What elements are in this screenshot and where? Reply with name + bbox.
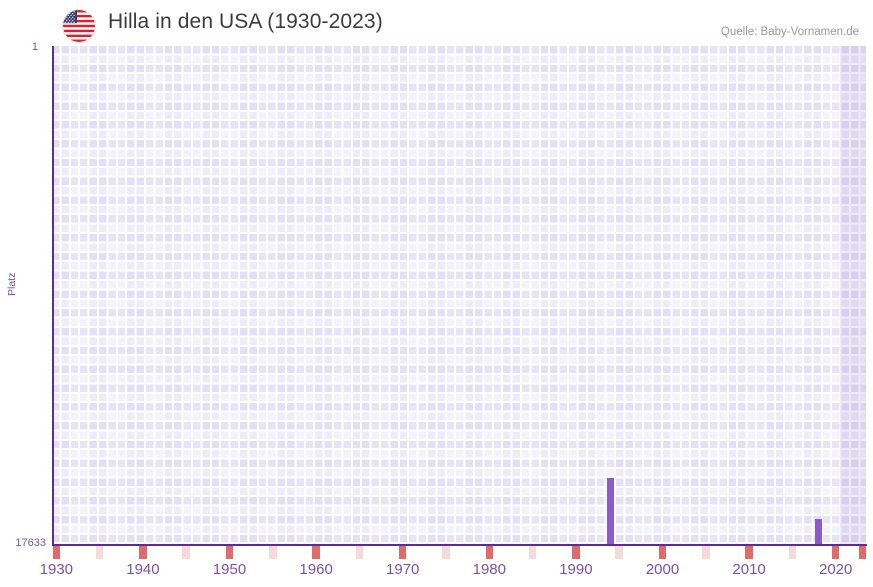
x-axis-label-1940: 1940: [126, 561, 160, 578]
plot-area: [52, 46, 866, 544]
y-axis-line: [52, 46, 54, 545]
x-tick-mark-1930: [52, 546, 61, 559]
x-axis-label-1990: 1990: [559, 561, 593, 578]
page-title: Hilla in den USA (1930-2023): [108, 10, 383, 33]
x-axis-label-2010: 2010: [732, 561, 766, 578]
x-tick-mark-1980: [485, 546, 494, 559]
x-axis-label-1970: 1970: [386, 561, 420, 578]
x-tick-mark-2010: [745, 546, 753, 559]
x-tick-mark-1985: [528, 546, 537, 559]
x-tick-mark-1940: [139, 546, 147, 559]
y-axis-bottom-tick-label: 17633: [15, 537, 46, 549]
source-label: Quelle: Baby-Vornamen.de: [720, 26, 859, 38]
x-axis-label-1930: 1930: [39, 561, 74, 578]
x-tick-mark-1935: [95, 546, 104, 559]
x-tick-mark-1975: [442, 546, 450, 559]
x-axis-line: [52, 544, 867, 546]
x-tick-mark-1990: [572, 546, 580, 559]
x-tick-mark-1965: [355, 546, 364, 559]
x-tick-mark-end: [858, 546, 866, 559]
x-axis-label-2020: 2020: [819, 561, 853, 578]
x-tick-mark-1995: [615, 546, 623, 559]
x-tick-mark-2015: [788, 546, 797, 559]
chart-header: Hilla in den USA (1930-2023) Quelle: Bab…: [0, 0, 873, 46]
shaded-forecast-region: [840, 46, 866, 544]
x-axis-label-2000: 2000: [645, 561, 680, 578]
x-tick-mark-1960: [312, 546, 320, 559]
y-axis-title: Platz: [6, 272, 18, 296]
x-tick-mark-1945: [182, 546, 190, 559]
x-tick-mark-2005: [702, 546, 710, 559]
x-tick-mark-2000: [658, 546, 667, 559]
y-axis-top-tick-label: 1: [31, 41, 38, 53]
x-tick-mark-1950: [225, 546, 234, 559]
x-axis-label-1980: 1980: [472, 561, 506, 578]
x-tick-mark-1970: [398, 546, 407, 559]
x-axis-label-1960: 1960: [299, 561, 333, 578]
bar-1994[interactable]: [606, 477, 615, 544]
x-tick-mark-1955: [269, 546, 277, 559]
bar-2018[interactable]: [814, 519, 823, 544]
us-flag-icon: [63, 10, 95, 42]
grid-checker-pattern: [52, 46, 866, 544]
grid-lines: [52, 46, 866, 544]
x-tick-mark-2020: [831, 546, 840, 559]
x-axis-label-1950: 1950: [212, 561, 247, 578]
